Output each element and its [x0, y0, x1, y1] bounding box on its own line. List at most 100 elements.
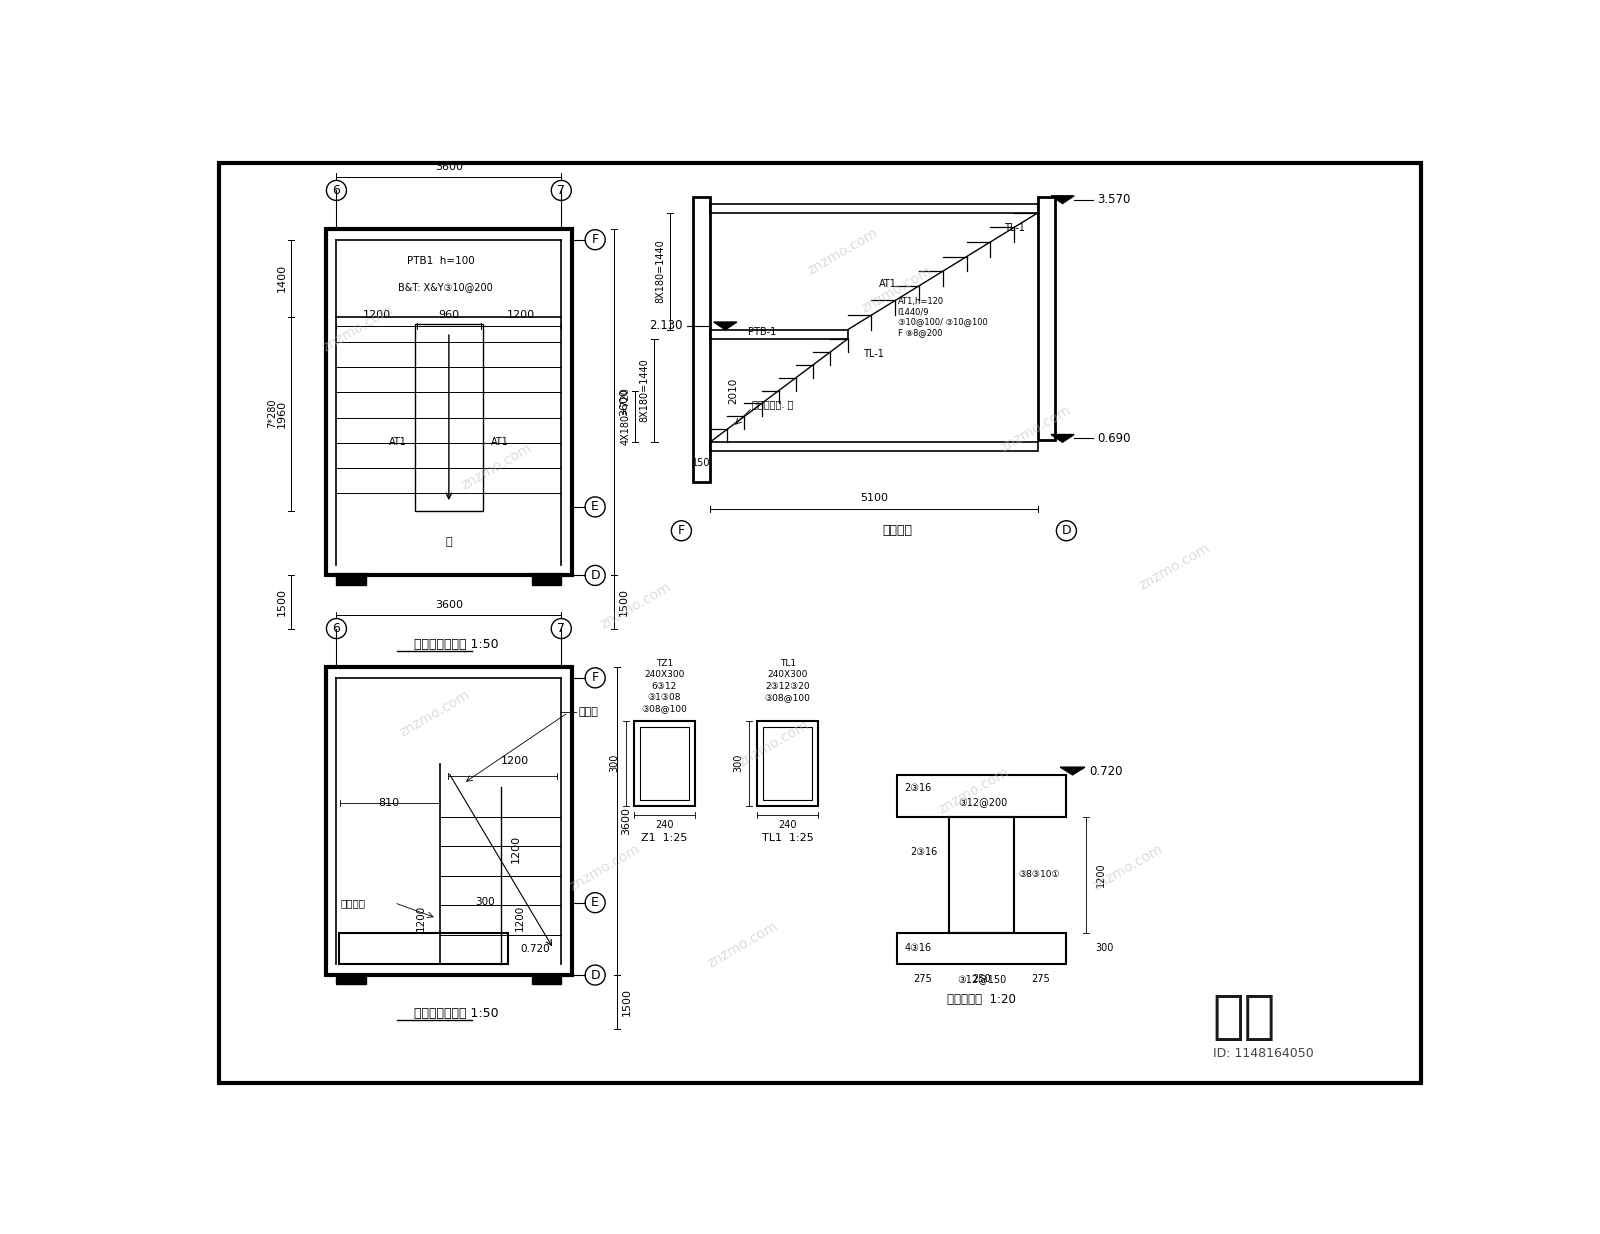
- Text: 240: 240: [656, 819, 674, 829]
- Bar: [693, 197, 710, 482]
- Text: 8X180=1440: 8X180=1440: [656, 239, 666, 304]
- Bar: [336, 575, 366, 585]
- Bar: [710, 204, 1038, 212]
- Text: 0.690: 0.690: [1098, 432, 1131, 445]
- Text: 加筋起步梁. 墙: 加筋起步梁. 墙: [752, 399, 794, 408]
- Text: 300: 300: [475, 897, 496, 907]
- Bar: [1038, 197, 1054, 439]
- Text: TL-1: TL-1: [862, 349, 883, 359]
- Text: znzmo.com: znzmo.com: [1136, 540, 1213, 592]
- Text: TZ1
240X300
6③12
③1③08
③08@100: TZ1 240X300 6③12 ③1③08 ③08@100: [642, 659, 688, 713]
- Bar: [634, 721, 696, 806]
- Text: 960: 960: [438, 310, 459, 320]
- Bar: [898, 933, 1067, 964]
- Text: 2③16: 2③16: [910, 847, 938, 856]
- Bar: [339, 933, 509, 964]
- Text: PTB-1: PTB-1: [749, 327, 776, 337]
- Text: 240: 240: [779, 819, 797, 829]
- Text: 2010: 2010: [728, 378, 738, 404]
- Text: znzmo.com: znzmo.com: [998, 402, 1074, 454]
- Text: znzmo.com: znzmo.com: [805, 226, 882, 278]
- Bar: [414, 325, 483, 511]
- Bar: [336, 975, 366, 985]
- Text: 2.130: 2.130: [650, 320, 683, 332]
- Text: ③12@200: ③12@200: [958, 797, 1008, 807]
- Text: AT1: AT1: [389, 437, 406, 447]
- Text: 300: 300: [733, 754, 742, 772]
- Text: 7: 7: [557, 622, 565, 636]
- Bar: [326, 230, 573, 575]
- Text: 楼梯起步梁  1:20: 楼梯起步梁 1:20: [947, 993, 1016, 1006]
- Bar: [710, 329, 848, 339]
- Text: F: F: [678, 524, 685, 537]
- Text: 楼梯首层平面图 1:50: 楼梯首层平面图 1:50: [414, 1007, 499, 1021]
- Text: znzmo.com: znzmo.com: [397, 687, 474, 739]
- Text: D: D: [590, 569, 600, 582]
- Text: 起步梁: 起步梁: [578, 707, 598, 717]
- Bar: [533, 575, 562, 585]
- Text: 3600: 3600: [619, 389, 629, 416]
- Text: E: E: [592, 501, 598, 513]
- Polygon shape: [1061, 768, 1085, 775]
- Text: znzmo.com: znzmo.com: [1090, 842, 1166, 893]
- Text: 1960: 1960: [277, 400, 286, 428]
- Text: ③8③10①: ③8③10①: [1018, 870, 1059, 880]
- Text: znzmo.com: znzmo.com: [566, 842, 642, 893]
- Text: znzmo.com: znzmo.com: [706, 918, 781, 970]
- Polygon shape: [1051, 434, 1074, 442]
- Text: 1400: 1400: [277, 264, 286, 292]
- Text: PTB1  h=100: PTB1 h=100: [408, 257, 475, 267]
- Text: znzmo.com: znzmo.com: [320, 302, 395, 354]
- Bar: [763, 727, 813, 800]
- Text: 4X180=720: 4X180=720: [621, 387, 630, 445]
- Text: ③12@150: ③12@150: [957, 975, 1006, 985]
- Bar: [533, 975, 562, 985]
- Text: AT1,h=120
l1440/9
③10@100/ ③10@100
F ⑨8@200: AT1,h=120 l1440/9 ③10@100/ ③10@100 F ⑨8@…: [898, 296, 987, 337]
- Text: 1200: 1200: [515, 905, 525, 932]
- Text: znzmo.com: znzmo.com: [736, 718, 811, 770]
- Text: znzmo.com: znzmo.com: [859, 264, 934, 316]
- Bar: [710, 442, 1038, 452]
- Text: znzmo.com: znzmo.com: [936, 764, 1011, 816]
- Text: 下: 下: [445, 537, 453, 547]
- Text: 砖砌踏步: 砖砌踏步: [341, 897, 365, 908]
- Text: D: D: [590, 969, 600, 981]
- Text: 2③16: 2③16: [904, 782, 931, 792]
- Text: 1200: 1200: [363, 310, 390, 320]
- Text: 1500: 1500: [621, 988, 632, 1016]
- Text: 810: 810: [378, 797, 400, 807]
- Text: 0.720: 0.720: [1090, 765, 1123, 777]
- Text: znzmo.com: znzmo.com: [459, 441, 534, 492]
- Text: 7*280: 7*280: [267, 399, 277, 428]
- Text: 1200: 1200: [501, 755, 530, 765]
- Text: 3600: 3600: [435, 162, 462, 172]
- Text: 300: 300: [1096, 943, 1114, 953]
- Text: Z1  1:25: Z1 1:25: [642, 833, 688, 843]
- Bar: [898, 775, 1067, 817]
- Text: 0.720: 0.720: [520, 944, 550, 954]
- Text: F: F: [592, 233, 598, 247]
- Text: 300: 300: [610, 754, 619, 772]
- Text: 1200: 1200: [507, 310, 534, 320]
- Bar: [757, 721, 819, 806]
- Text: 6: 6: [333, 622, 341, 636]
- Text: TL1  1:25: TL1 1:25: [762, 833, 813, 843]
- Text: 1200: 1200: [512, 835, 522, 864]
- Text: 3600: 3600: [435, 600, 462, 610]
- Text: ID: 1148164050: ID: 1148164050: [1213, 1048, 1314, 1060]
- Text: 3600: 3600: [621, 807, 632, 835]
- Text: E: E: [592, 896, 598, 909]
- Text: TL-1: TL-1: [1005, 223, 1026, 233]
- Text: 1500: 1500: [277, 589, 286, 616]
- Text: 1200: 1200: [1096, 863, 1106, 887]
- Text: 4③16: 4③16: [904, 943, 931, 953]
- Text: 3.570: 3.570: [1098, 194, 1131, 206]
- Text: 150: 150: [693, 458, 710, 468]
- Bar: [949, 817, 1014, 933]
- Text: D: D: [1061, 524, 1072, 537]
- Text: F: F: [592, 671, 598, 685]
- Text: AT1: AT1: [491, 437, 509, 447]
- Bar: [640, 727, 690, 800]
- Text: 250: 250: [973, 975, 990, 985]
- Text: AT1: AT1: [878, 279, 896, 289]
